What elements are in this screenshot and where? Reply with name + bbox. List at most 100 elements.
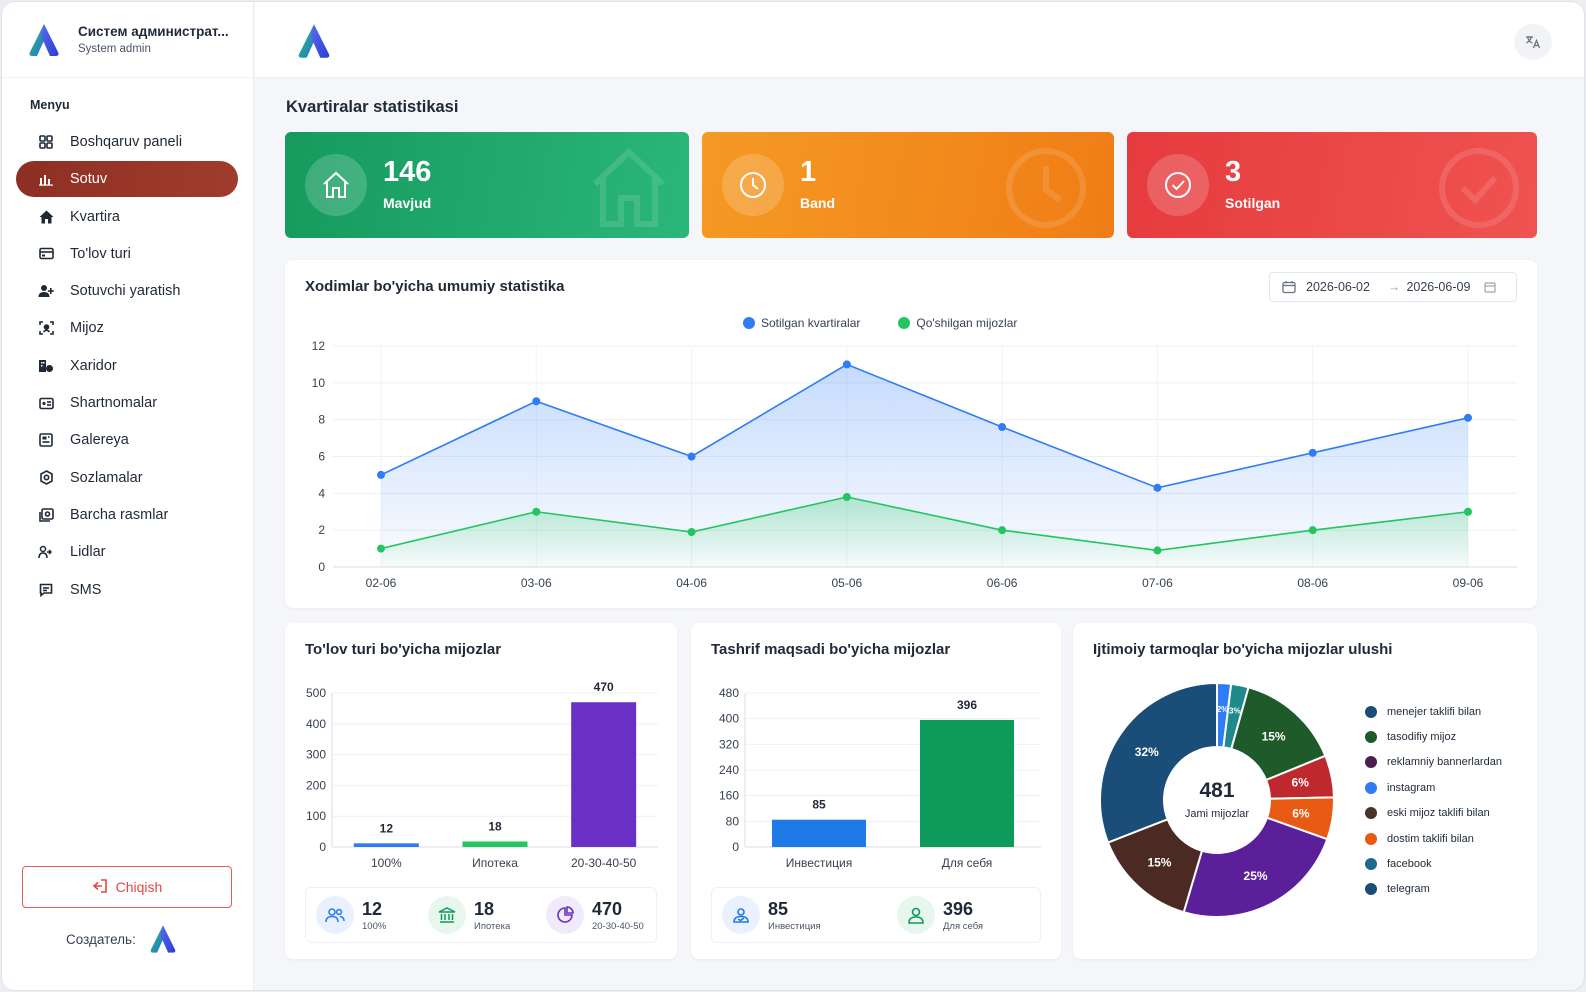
x-tick-label: 20-30-40-50: [571, 856, 637, 870]
images-icon: [38, 507, 54, 523]
x-tick-label: 04-06: [676, 576, 707, 590]
x-tick-label: Ипотека: [472, 856, 518, 870]
translate-icon: [1526, 36, 1541, 49]
pie-legend-item[interactable]: dostim taklifi bilan: [1365, 826, 1502, 851]
y-tick-label: 200: [306, 778, 326, 792]
clock-bg-icon: [1006, 148, 1086, 228]
sidebar-item-lidlar[interactable]: Lidlar: [16, 534, 238, 570]
payment-summary: 12 100% 18 Ипотека 470 20-30-40-50: [305, 887, 657, 943]
y-tick-label: 400: [719, 712, 739, 726]
sidebar-item-xaridor[interactable]: Xaridor: [16, 348, 238, 384]
topbar-logo[interactable]: [293, 20, 335, 62]
legend-dot: [1365, 832, 1377, 845]
buyer-icon: [38, 358, 54, 374]
legend-label: reklamniy bannerlardan: [1387, 756, 1502, 769]
stat-label: Sotilgan: [1225, 195, 1281, 211]
y-tick-label: 100: [306, 809, 326, 823]
summary-label: Ипотека: [474, 920, 511, 932]
sidebar-item-boshqaruv-paneli[interactable]: Boshqaruv paneli: [16, 124, 238, 160]
series-line: [380, 496, 1469, 552]
pie-slice-label: 15%: [1147, 856, 1171, 870]
y-tick-label: 0: [318, 560, 325, 574]
sidebar: Систем администрат... System admin Menyu…: [2, 2, 254, 990]
bar-value-label: 12: [380, 821, 394, 835]
card-title: Xodimlar bo'yicha umumiy statistika: [305, 278, 565, 295]
date-to[interactable]: 2026-06-09: [1406, 280, 1471, 294]
logout-button[interactable]: Chiqish: [22, 866, 232, 908]
sidebar-item-sozlamalar[interactable]: Sozlamalar: [16, 460, 238, 496]
visit-bar-chart: 0 80 160 240 320 400 480 85 Инвестиция 396 Для себ…: [719, 686, 1041, 870]
pie-slice-label: 2%: [1217, 705, 1229, 714]
pie-legend-item[interactable]: instagram: [1365, 775, 1502, 800]
sidebar-item-galereya[interactable]: Galereya: [16, 422, 238, 458]
y-tick-label: 0: [732, 840, 739, 854]
pie-center-label: Jami mijozlar: [1185, 808, 1250, 820]
bar: [462, 841, 528, 847]
pie-legend-item[interactable]: eski mijoz taklifi bilan: [1365, 801, 1502, 826]
legend-dot-qoshilgan: [898, 317, 911, 329]
legend-dot-sotilgan: [743, 317, 755, 329]
language-button[interactable]: [1514, 24, 1552, 60]
pie-slice-label: 25%: [1244, 869, 1268, 883]
pie-legend-item[interactable]: reklamniy bannerlardan: [1365, 750, 1502, 775]
sidebar-item-barcha-rasmlar[interactable]: Barcha rasmlar: [16, 497, 238, 533]
pie-center-value: 481: [1199, 779, 1234, 802]
sidebar-item-sotuvchi-yaratish[interactable]: Sotuvchi yaratish: [16, 273, 238, 309]
bank-icon: [428, 896, 466, 934]
legend-label: telegram: [1387, 883, 1430, 896]
sidebar-item-kvartira[interactable]: Kvartira: [16, 199, 238, 235]
payment-card-icon: [38, 246, 54, 262]
data-point: [377, 470, 385, 479]
pie-legend-item[interactable]: tasodifiy mijoz: [1365, 724, 1502, 749]
leads-icon: [38, 544, 54, 560]
bar-value-label: 18: [488, 819, 502, 833]
legend-dot: [1365, 705, 1377, 718]
data-point: [532, 397, 541, 406]
pie-slice-label: 32%: [1135, 745, 1159, 759]
sidebar-item-label: To'lov turi: [70, 245, 131, 262]
x-tick-label: 08-06: [1297, 576, 1328, 590]
pie-slice: [1099, 681, 1218, 844]
sidebar-item-shartnomalar[interactable]: Shartnomalar: [16, 385, 238, 421]
stat-card-band[interactable]: 1 Band: [702, 132, 1114, 238]
brand-title: Систем администрат...: [78, 24, 229, 39]
legend-label: instagram: [1387, 781, 1436, 794]
data-point: [842, 360, 851, 369]
series-area: [381, 364, 1468, 567]
summary-label: 100%: [362, 920, 387, 932]
card-title: Ijtimoiy tarmoqlar bo'yicha mijozlar ulu…: [1093, 641, 1393, 658]
sidebar-item-label: Boshqaruv paneli: [70, 134, 183, 150]
sidebar-item-mijoz[interactable]: Mijoz: [16, 310, 238, 346]
sidebar-item-sms[interactable]: SMS: [16, 572, 238, 608]
brand-subtitle: System admin: [78, 43, 151, 55]
stat-card-sotilgan[interactable]: 3 Sotilgan: [1127, 132, 1537, 238]
summary-item: 12 100%: [316, 896, 386, 934]
sidebar-item-sotuv[interactable]: Sotuv: [16, 161, 238, 198]
social-pie-chart: 2% 3% 15% 6% 6% 25% 15% 32% 481 Jami mijozlar: [1099, 681, 1335, 918]
y-tick-label: 240: [719, 763, 739, 777]
y-tick-label: 500: [306, 686, 326, 700]
date-from[interactable]: 2026-06-02: [1306, 280, 1370, 294]
data-point: [687, 528, 696, 537]
legend-label: dostim taklifi bilan: [1387, 832, 1474, 845]
logout-label: Chiqish: [115, 879, 163, 895]
data-point: [842, 493, 851, 502]
data-point: [998, 526, 1007, 535]
x-tick-label: 03-06: [521, 576, 552, 590]
clock-icon: [722, 154, 784, 216]
series-area: [381, 497, 1468, 567]
sidebar-item-tolov-turi[interactable]: To'lov turi: [16, 236, 238, 272]
summary-item: 18 Ипотека: [428, 896, 510, 934]
pie-legend-item[interactable]: facebook: [1365, 851, 1502, 876]
date-range-picker[interactable]: 2026-06-02 → 2026-06-09: [1269, 272, 1517, 302]
pie-legend-item[interactable]: telegram: [1365, 877, 1502, 902]
stat-card-mavjud[interactable]: 146 Mavjud: [285, 132, 689, 238]
gear-icon: [38, 470, 54, 486]
card-title: To'lov turi bo'yicha mijozlar: [305, 641, 502, 658]
sidebar-item-label: Barcha rasmlar: [70, 506, 169, 523]
pie-legend-item[interactable]: menejer taklifi bilan: [1365, 699, 1502, 724]
pie-icon: [546, 896, 584, 934]
sidebar-item-label: Shartnomalar: [70, 395, 158, 412]
sidebar-item-label: Lidlar: [70, 544, 106, 561]
